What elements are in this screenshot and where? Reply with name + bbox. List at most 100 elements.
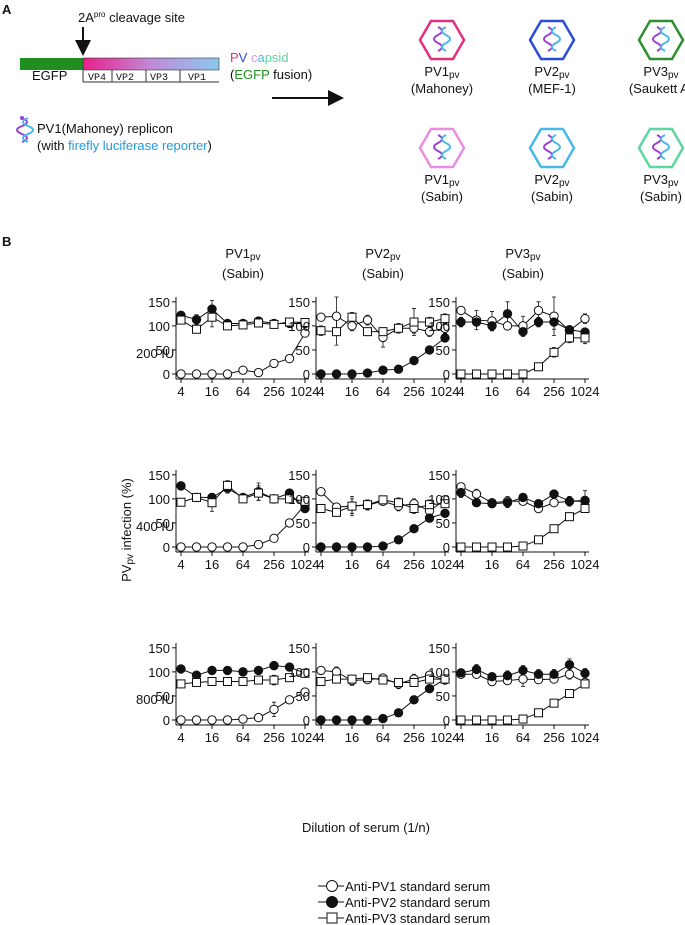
data-point <box>284 695 295 705</box>
data-point <box>331 369 342 379</box>
y-tick-label: 50 <box>156 516 170 531</box>
data-point <box>549 669 559 679</box>
data-point <box>316 715 326 725</box>
y-tick-label: 50 <box>436 516 450 531</box>
x-tick-label: 16 <box>205 557 219 572</box>
data-point <box>363 500 372 510</box>
data-point <box>176 481 186 491</box>
data-point <box>285 317 294 327</box>
data-point <box>549 698 559 708</box>
data-point <box>580 679 590 689</box>
series-line <box>461 337 585 375</box>
data-point <box>269 675 279 685</box>
text-part: ( <box>230 67 235 82</box>
x-tick-label: 16 <box>345 730 359 745</box>
y-tick-label: 150 <box>288 468 310 483</box>
data-point <box>332 327 341 337</box>
segment-label: VP3 <box>150 73 168 84</box>
data-point <box>580 495 590 506</box>
data-point <box>565 333 574 343</box>
x-tick-label: 256 <box>543 384 565 399</box>
y-tick-label: 100 <box>288 319 310 334</box>
data-point <box>238 714 248 724</box>
data-point <box>176 679 186 689</box>
data-point <box>300 496 310 506</box>
data-point <box>534 362 543 372</box>
data-point <box>549 498 559 508</box>
y-tick-label: 0 <box>303 367 310 382</box>
y-tick-label: 50 <box>296 343 310 358</box>
virus-rna <box>660 134 670 160</box>
data-point <box>222 715 233 725</box>
x-tick-label: 256 <box>543 557 565 572</box>
virus-hexagon <box>637 19 685 61</box>
data-point <box>549 347 559 357</box>
virus-rna <box>441 26 451 52</box>
y-tick-label: 50 <box>296 689 310 704</box>
data-point <box>300 318 310 328</box>
data-point <box>393 708 404 718</box>
x-tick-label: 4 <box>317 557 324 572</box>
y-tick-label: 150 <box>148 641 170 656</box>
data-point <box>471 498 482 508</box>
data-point <box>191 715 202 725</box>
legend-label: Anti-PV3 standard serum <box>345 911 490 925</box>
data-point <box>564 659 575 670</box>
text-part: PV1 <box>225 246 250 261</box>
x-tick-label: 16 <box>205 730 219 745</box>
data-point <box>269 533 279 544</box>
data-point <box>533 498 544 509</box>
data-point <box>394 323 403 333</box>
text-part: PV2 <box>365 246 390 261</box>
text-part: pv <box>449 70 460 81</box>
data-point <box>534 535 543 545</box>
y-tick-label: 0 <box>443 540 450 555</box>
y-tick-label: 150 <box>148 295 170 310</box>
data-point <box>285 494 294 504</box>
text-part: PV1 <box>424 172 449 187</box>
data-point <box>565 689 574 699</box>
data-point <box>332 674 341 684</box>
data-point <box>192 492 201 502</box>
data-point <box>363 673 372 683</box>
data-point <box>518 665 528 676</box>
data-point <box>285 673 294 683</box>
x-tick-label: 64 <box>236 384 250 399</box>
data-point <box>269 494 279 504</box>
data-point <box>207 542 217 552</box>
data-point <box>238 677 248 686</box>
text-part: pv <box>449 178 460 189</box>
data-point <box>238 494 248 504</box>
data-point <box>580 504 590 513</box>
row-label: 800 IU <box>136 692 174 707</box>
x-tick-label: 1024 <box>431 384 460 399</box>
data-point <box>378 541 388 551</box>
data-point <box>565 512 574 522</box>
data-point <box>394 498 403 508</box>
data-point <box>503 369 512 379</box>
data-point <box>253 539 264 550</box>
data-point <box>533 305 544 316</box>
data-point <box>362 542 373 552</box>
data-point <box>440 333 450 343</box>
x-tick-label: 1024 <box>571 730 600 745</box>
data-point <box>254 488 263 498</box>
data-point <box>238 365 248 375</box>
data-point <box>440 508 450 519</box>
y-tick-label: 0 <box>303 540 310 555</box>
x-tick-label: 4 <box>317 384 324 399</box>
text-part: pv <box>559 70 570 81</box>
segment-label: VP4 <box>88 73 106 84</box>
data-point <box>487 715 497 725</box>
text-part: cleavage site <box>105 10 185 25</box>
fusion-text: (EGFP fusion) <box>230 67 312 82</box>
data-point <box>191 369 202 379</box>
data-point <box>269 704 279 715</box>
text-part: a <box>257 50 265 65</box>
column-title: (Sabin) <box>362 266 404 281</box>
x-tick-label: 16 <box>485 557 499 572</box>
data-point <box>284 518 295 528</box>
data-point <box>284 353 295 364</box>
text-part: pro <box>94 10 106 19</box>
virus-hexagon <box>637 127 685 169</box>
